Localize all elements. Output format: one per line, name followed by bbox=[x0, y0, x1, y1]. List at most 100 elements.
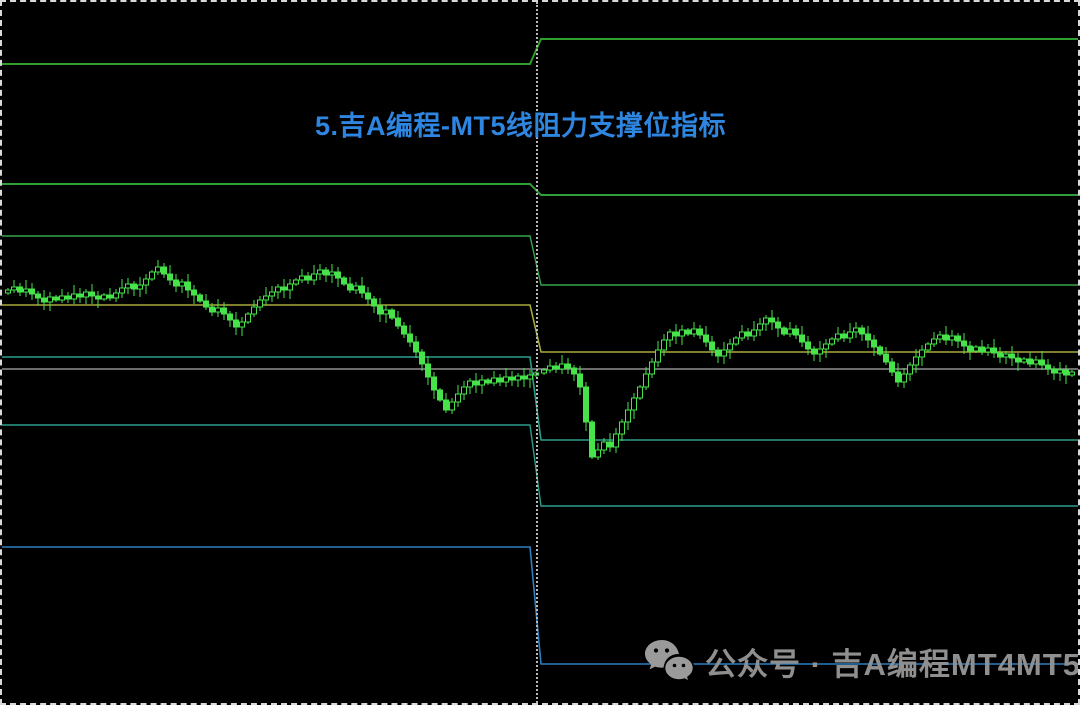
candle-body bbox=[841, 333, 847, 339]
candle-body bbox=[829, 338, 835, 345]
candle-body bbox=[661, 339, 667, 351]
candle-body bbox=[305, 275, 311, 281]
candle-body bbox=[991, 347, 997, 354]
candle-body bbox=[577, 373, 583, 388]
candle-body bbox=[41, 297, 47, 303]
candle-body bbox=[1009, 353, 1015, 359]
candle-body bbox=[143, 278, 149, 286]
candle-body bbox=[817, 348, 823, 355]
candle-body bbox=[515, 375, 521, 381]
candle-body bbox=[173, 279, 179, 287]
candle-body bbox=[943, 334, 949, 341]
candle-body bbox=[329, 271, 335, 276]
candle-body bbox=[269, 291, 275, 297]
candle-body bbox=[335, 271, 341, 279]
candle-body bbox=[167, 273, 173, 281]
candle-body bbox=[71, 293, 77, 300]
candle-body bbox=[395, 317, 401, 327]
watermark: 公众号 · 吉A编程MT4MT5 bbox=[643, 638, 1080, 684]
candle-body bbox=[553, 365, 559, 370]
candle-body bbox=[925, 343, 931, 351]
candle-body bbox=[161, 266, 167, 275]
candle-body bbox=[781, 327, 787, 335]
candle-body bbox=[727, 343, 733, 351]
candle-body bbox=[685, 329, 691, 335]
candle-body bbox=[889, 361, 895, 373]
candle-body bbox=[871, 339, 877, 348]
candle-body bbox=[203, 300, 209, 308]
candle-body bbox=[949, 335, 955, 341]
wechat-icon bbox=[645, 640, 695, 684]
level-line-level-yellow bbox=[2, 304, 1078, 353]
candle-body bbox=[323, 269, 329, 276]
level-line-resistance-green-3 bbox=[2, 235, 1078, 286]
candle-body bbox=[263, 295, 269, 301]
candle-body bbox=[565, 363, 571, 369]
candle-body bbox=[1021, 358, 1027, 363]
candle-body bbox=[479, 379, 485, 386]
candle-body bbox=[1027, 358, 1033, 365]
candle-body bbox=[497, 377, 503, 383]
candle-body bbox=[853, 327, 859, 333]
candle-body bbox=[643, 373, 649, 388]
candle-body bbox=[955, 335, 961, 342]
candle-body bbox=[449, 401, 455, 411]
candle-body bbox=[859, 327, 865, 335]
candle-body bbox=[1051, 368, 1057, 374]
candle-body bbox=[589, 421, 595, 458]
candle-body bbox=[209, 306, 215, 313]
candle-body bbox=[751, 329, 757, 337]
candle-body bbox=[251, 306, 257, 315]
candle-body bbox=[883, 353, 889, 363]
candle-body bbox=[613, 433, 619, 448]
candle-body bbox=[179, 281, 185, 287]
candle-body bbox=[973, 346, 979, 352]
candle-body bbox=[805, 341, 811, 350]
candle-body bbox=[341, 277, 347, 285]
candle-body bbox=[1039, 359, 1045, 366]
candle-body bbox=[29, 288, 35, 295]
candle-body bbox=[299, 275, 305, 281]
candle-body bbox=[739, 331, 745, 339]
candle-body bbox=[733, 337, 739, 345]
candle-body bbox=[437, 389, 443, 401]
candle-body bbox=[655, 349, 661, 363]
candle-body bbox=[47, 296, 53, 303]
candle-body bbox=[835, 333, 841, 340]
candle-body bbox=[931, 338, 937, 345]
candle-body bbox=[347, 283, 353, 291]
level-line-support-teal-1 bbox=[2, 356, 1078, 441]
candle-body bbox=[5, 289, 11, 294]
candle-body bbox=[697, 328, 703, 336]
candle-body bbox=[691, 328, 697, 335]
candle-body bbox=[461, 386, 467, 395]
pane-right-session bbox=[541, 310, 1075, 460]
candle-body bbox=[811, 348, 817, 355]
chart-title: 5.吉A编程-MT5线阻力支撑位指标 bbox=[315, 111, 727, 141]
candle-body bbox=[601, 441, 607, 451]
candle-body bbox=[1063, 369, 1069, 376]
candle-body bbox=[377, 305, 383, 315]
candle-body bbox=[979, 346, 985, 353]
candle-body bbox=[17, 286, 23, 293]
candle-body bbox=[491, 377, 497, 384]
candle-body bbox=[1069, 371, 1075, 376]
candle-body bbox=[907, 364, 913, 375]
candle-body bbox=[317, 269, 323, 275]
candle-body bbox=[703, 334, 709, 343]
candle-body bbox=[383, 309, 389, 315]
candle-body bbox=[559, 363, 565, 370]
candle-body bbox=[467, 380, 473, 388]
watermark-text: 公众号 · 吉A编程MT4MT5 bbox=[705, 646, 1080, 682]
candle-body bbox=[913, 356, 919, 366]
candle-body bbox=[709, 341, 715, 351]
candle-body bbox=[547, 365, 553, 371]
candle-body bbox=[967, 345, 973, 352]
level-line-support-blue bbox=[2, 546, 1078, 665]
candle-body bbox=[419, 351, 425, 365]
candle-body bbox=[59, 295, 65, 301]
candle-body bbox=[799, 334, 805, 343]
candle-body bbox=[541, 369, 547, 374]
candle-body bbox=[245, 313, 251, 323]
